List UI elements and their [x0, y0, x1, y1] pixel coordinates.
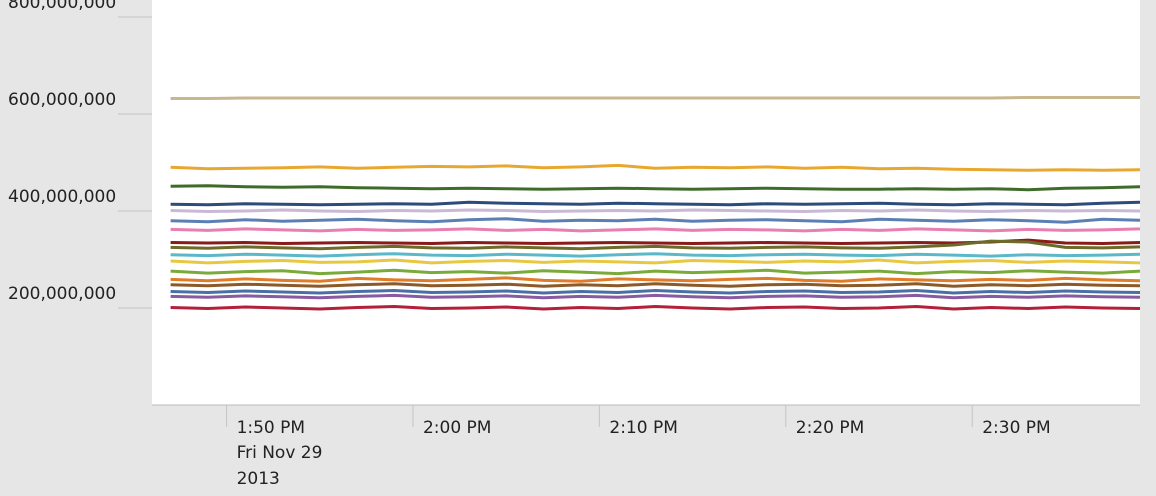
series-line	[170, 227, 1141, 233]
series-line	[170, 276, 1141, 283]
series-line	[170, 288, 1141, 295]
series-line	[170, 208, 1141, 214]
x-tick-label: 2:00 PM	[423, 418, 492, 438]
y-tick-label: 200,000,000	[8, 284, 116, 304]
x-tick-label: 2:20 PM	[796, 418, 865, 438]
series-line	[170, 239, 1141, 251]
x-tick-label: 2:30 PM	[982, 418, 1051, 438]
series-line	[170, 304, 1141, 311]
series-line	[170, 268, 1141, 276]
series-line	[170, 293, 1141, 300]
x-tick-label: 2:10 PM	[609, 418, 678, 438]
x-date-label: Fri Nov 29	[237, 443, 323, 463]
series-line	[170, 282, 1141, 288]
y-tick-label: 400,000,000	[8, 187, 116, 207]
x-tick-label: 1:50 PM	[237, 418, 306, 438]
x-date-label: 2013	[237, 469, 280, 489]
y-tick-label: 800,000,000	[8, 0, 116, 13]
series-line	[170, 96, 1140, 100]
series-line	[170, 184, 1141, 192]
series-line	[170, 217, 1141, 224]
series-line	[170, 200, 1141, 207]
series-line	[170, 252, 1141, 258]
y-tick-label: 600,000,000	[8, 90, 116, 110]
series-line	[170, 258, 1141, 265]
series-line	[170, 163, 1141, 172]
